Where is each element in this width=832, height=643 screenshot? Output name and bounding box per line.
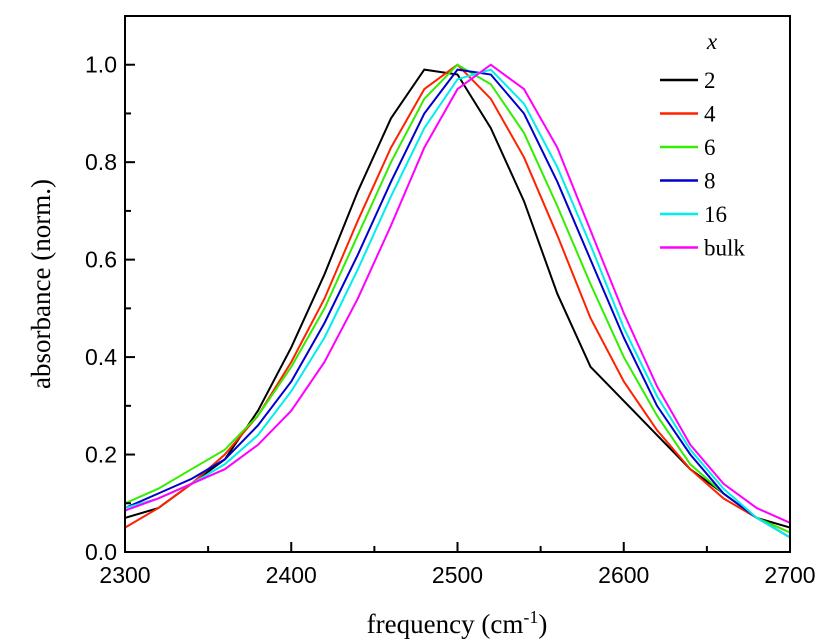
x-tick-label: 2500 xyxy=(432,562,483,588)
legend-label: 2 xyxy=(704,68,716,93)
legend-label: bulk xyxy=(704,236,745,261)
legend-label: 8 xyxy=(704,169,716,194)
y-tick-label: 0.6 xyxy=(85,247,117,273)
series-line xyxy=(124,63,791,534)
x-tick-label: 2300 xyxy=(99,562,150,588)
x-tick-label: 2600 xyxy=(598,562,649,588)
legend-label: 6 xyxy=(704,135,716,160)
x-tick-label: 2700 xyxy=(764,562,815,588)
legend-label: 16 xyxy=(704,202,727,227)
series-line xyxy=(124,68,791,539)
y-axis-label: absorbance (norm.) xyxy=(26,179,56,389)
x-axis-label-text: frequency (cm xyxy=(367,609,524,639)
y-tick-label: 0.0 xyxy=(85,539,117,565)
y-tick-label: 1.0 xyxy=(85,52,117,78)
series-line xyxy=(124,63,791,534)
legend-title: x xyxy=(706,29,718,54)
x-axis-label: frequency (cm-1) xyxy=(367,607,548,639)
y-tick-label: 0.2 xyxy=(85,442,117,468)
plot-frame xyxy=(124,15,791,553)
series-line xyxy=(124,63,791,524)
y-tick-label: 0.4 xyxy=(85,344,117,370)
x-axis-label-tail: ) xyxy=(538,609,547,639)
series-line xyxy=(124,68,791,539)
x-tick-label: 2400 xyxy=(266,562,317,588)
legend-label: 4 xyxy=(704,102,716,127)
series-line xyxy=(124,68,791,529)
y-tick-label: 0.8 xyxy=(85,149,117,175)
x-axis-label-sup: -1 xyxy=(523,607,538,627)
